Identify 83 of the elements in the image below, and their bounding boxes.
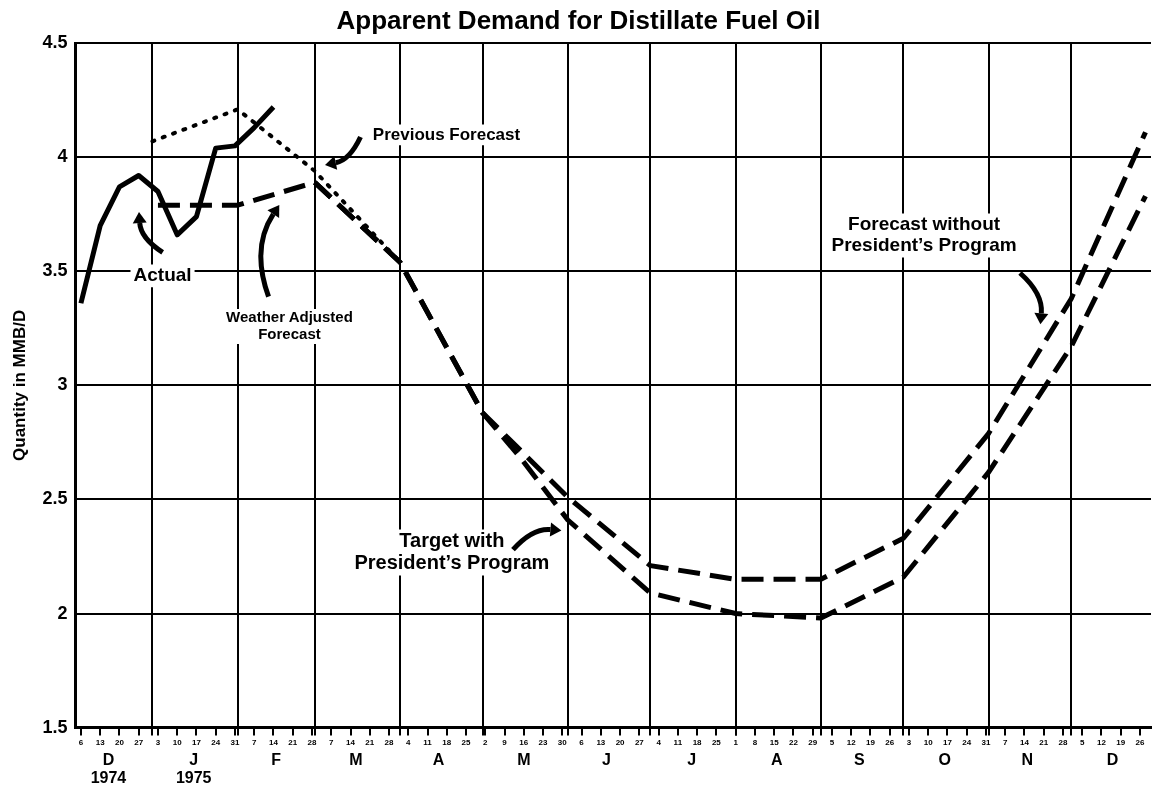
x-tick-label: 4 (656, 737, 662, 747)
x-tick-label: 24 (962, 737, 972, 747)
x-tick-label: 28 (1058, 737, 1068, 747)
annotation: Forecast without President’s Program (831, 213, 1017, 256)
x2-tick-label: J 1975 (175, 750, 212, 787)
y-tick-label: 2 (57, 602, 68, 623)
y-axis-title: Quantity in MMB/D (9, 309, 29, 461)
x-tick-label: 28 (384, 737, 395, 747)
x-tick-label: 27 (634, 737, 645, 747)
x2-tick-label: A (432, 750, 445, 768)
x-tick-label: 12 (1097, 737, 1107, 747)
x-tick-label: 5 (1080, 737, 1085, 747)
x2-tick-label: O (938, 750, 951, 768)
x2-tick-label: S (854, 750, 866, 768)
x-tick-label: 13 (596, 737, 606, 747)
x-tick-label: 7 (329, 737, 335, 747)
x-tick-label: 15 (769, 737, 780, 747)
x-tick-label: 26 (1135, 737, 1145, 747)
x-tick-label: 12 (846, 737, 857, 747)
x-tick-label: 25 (711, 737, 722, 747)
x-tick-label: 25 (461, 737, 472, 747)
x-tick-label: 14 (346, 737, 356, 747)
x-tick-label: 6 (78, 737, 84, 747)
x-tick-label: 18 (692, 737, 703, 747)
x-tick-label: 2 (483, 737, 489, 747)
x2-tick-label: A (771, 750, 784, 768)
x-tick-label: 4 (406, 737, 412, 747)
x-tick-label: 30 (557, 737, 568, 747)
x2-tick-label: F (271, 750, 282, 768)
x-tick-label: 11 (423, 737, 433, 747)
x-tick-label: 9 (502, 737, 508, 747)
x-tick-label: 20 (114, 737, 125, 747)
x-tick-label: 19 (1116, 737, 1126, 747)
x-tick-label: 7 (1002, 737, 1008, 747)
x-tick-label: 7 (252, 737, 257, 747)
x-tick-label: 24 (211, 737, 221, 747)
x-tick-label: 6 (579, 737, 585, 747)
x-tick-label: 14 (1020, 737, 1030, 747)
x-tick-label: 31 (981, 737, 991, 747)
x-tick-label: 31 (230, 737, 240, 747)
x-tick-label: 16 (519, 737, 529, 747)
x-tick-label: 18 (442, 737, 452, 747)
x-tick-label: 3 (155, 737, 161, 747)
x2-tick-label: M (517, 750, 531, 768)
x2-tick-label: N (1021, 750, 1033, 768)
y-tick-label: 4.5 (42, 32, 68, 53)
x-tick-label: 26 (885, 737, 895, 747)
x2-tick-label: J (601, 750, 611, 768)
x-tick-label: 8 (752, 737, 758, 747)
x2-tick-label: D (1106, 750, 1119, 768)
x-tick-label: 22 (788, 737, 799, 747)
x-tick-label: 23 (538, 737, 549, 747)
x2-tick-label: M (349, 750, 363, 768)
x-tick-label: 21 (365, 737, 375, 747)
x-tick-label: 29 (808, 737, 818, 747)
x-tick-label: 27 (134, 737, 144, 747)
annotation: Weather Adjusted Forecast (226, 308, 353, 342)
x-tick-label: 5 (829, 737, 835, 747)
chart-title: Apparent Demand for Distillate Fuel Oil (336, 4, 821, 35)
x-tick-label: 3 (906, 737, 912, 747)
annotation: Actual (133, 264, 192, 286)
x-tick-label: 11 (673, 737, 683, 747)
x-tick-label: 17 (942, 737, 953, 747)
x-tick-label: 10 (172, 737, 183, 747)
y-tick-label: 3 (57, 374, 68, 395)
x-tick-label: 28 (307, 737, 317, 747)
x-tick-label: 21 (1039, 737, 1049, 747)
annotation: Target with President’s Program (354, 528, 550, 573)
x-tick-label: 19 (865, 737, 876, 747)
x-tick-label: 1 (733, 737, 739, 747)
x-tick-label: 21 (288, 737, 298, 747)
x-tick-label: 14 (269, 737, 279, 747)
y-tick-label: 1.5 (42, 716, 68, 737)
y-tick-label: 3.5 (42, 260, 68, 281)
annotation: Previous Forecast (372, 124, 521, 144)
y-tick-label: 4 (57, 146, 68, 167)
x-tick-label: 13 (95, 737, 106, 747)
x-tick-label: 20 (615, 737, 626, 747)
x2-tick-label: J (687, 750, 697, 768)
x2-tick-label: D 1974 (90, 750, 127, 787)
x-tick-label: 10 (923, 737, 934, 747)
y-tick-label: 2.5 (42, 488, 68, 509)
x-tick-label: 17 (192, 737, 202, 747)
